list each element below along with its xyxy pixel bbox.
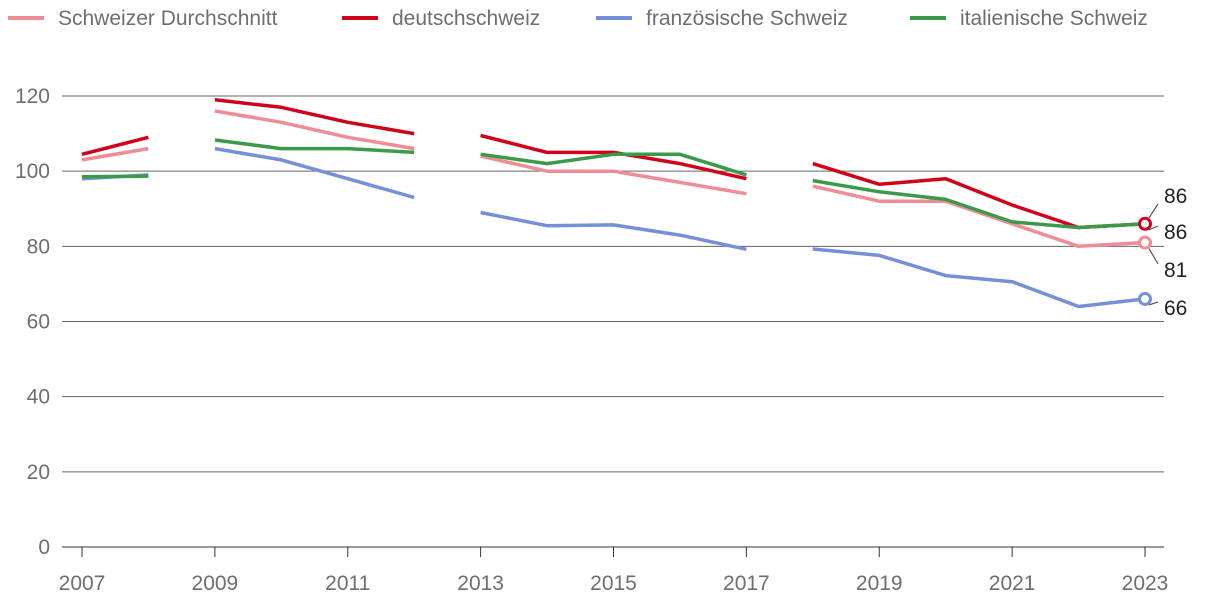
end-marker-schweizer-durchschnitt	[1138, 235, 1152, 250]
leader-line	[1148, 248, 1159, 265]
x-tick-label: 2013	[457, 572, 504, 595]
series-line-deutschschweiz	[214, 98, 415, 136]
series-line-italienische-schweiz	[81, 174, 149, 179]
series-line-franzosische-schweiz	[480, 210, 747, 252]
x-tick-label: 2011	[325, 572, 370, 595]
x-tick-label: 2021	[989, 572, 1036, 595]
leader-line	[1148, 301, 1159, 306]
end-marker-franzosische-schweiz	[1138, 291, 1152, 306]
x-tick-label: 2015	[590, 572, 637, 595]
x-tick-label: 2023	[1122, 572, 1169, 595]
y-tick-label: 100	[15, 160, 50, 183]
series-line-schweizer-durchschnitt	[480, 154, 747, 196]
series-line-italienische-schweiz	[812, 178, 1146, 230]
plot-area	[81, 98, 1152, 309]
legend-label-franzosische-schweiz: französische Schweiz	[646, 7, 848, 30]
series-line-italienische-schweiz	[214, 138, 415, 155]
series-line-schweizer-durchschnitt	[81, 146, 149, 162]
series-line-franzosische-schweiz	[812, 247, 1146, 309]
end-label-italienische-schweiz: 86	[1164, 221, 1187, 244]
y-axis: 0 20 40 60 80 100 120	[15, 85, 50, 559]
series-line-deutschschweiz	[812, 161, 1146, 230]
end-label-schweizer-durchschnitt: 81	[1164, 259, 1187, 282]
y-tick-label: 0	[38, 536, 50, 559]
x-tick-label: 2009	[192, 572, 239, 595]
series-line-franzosische-schweiz	[214, 146, 415, 200]
x-axis: 2007 2009 2011 2013 2015 2017 2019 2021 2023	[59, 547, 1169, 595]
leader-line	[1148, 225, 1159, 231]
y-tick-label: 80	[27, 235, 50, 258]
y-tick-label: 40	[27, 386, 50, 409]
y-tick-label: 60	[27, 311, 50, 334]
legend-label-italienische-schweiz: italienische Schweiz	[960, 7, 1148, 30]
end-labels: 86 86 81 66	[1148, 185, 1187, 320]
legend: Schweizer Durchschnitt deutschschweiz fran…	[8, 7, 1148, 30]
x-tick-label: 2007	[59, 572, 106, 595]
x-tick-label: 2017	[723, 572, 770, 595]
series-line-schweizer-durchschnitt	[214, 109, 415, 151]
y-tick-label: 120	[15, 85, 50, 108]
series-line-italienische-schweiz	[480, 152, 747, 177]
end-marker-deutschschweiz	[1138, 216, 1152, 231]
series-line-deutschschweiz	[81, 135, 149, 156]
end-label-deutschschweiz: 86	[1164, 185, 1187, 208]
gridlines	[62, 95, 1164, 548]
series-line-schweizer-durchschnitt	[812, 184, 1146, 249]
legend-label-deutschschweiz: deutschschweiz	[392, 7, 540, 30]
end-label-franzosische-schweiz: 66	[1164, 297, 1187, 320]
y-tick-label: 20	[27, 461, 50, 484]
legend-label-schweizer-durchschnitt: Schweizer Durchschnitt	[58, 7, 278, 30]
x-tick-label: 2019	[856, 572, 903, 595]
series-line-deutschschweiz	[480, 133, 747, 181]
leader-line	[1148, 203, 1159, 219]
